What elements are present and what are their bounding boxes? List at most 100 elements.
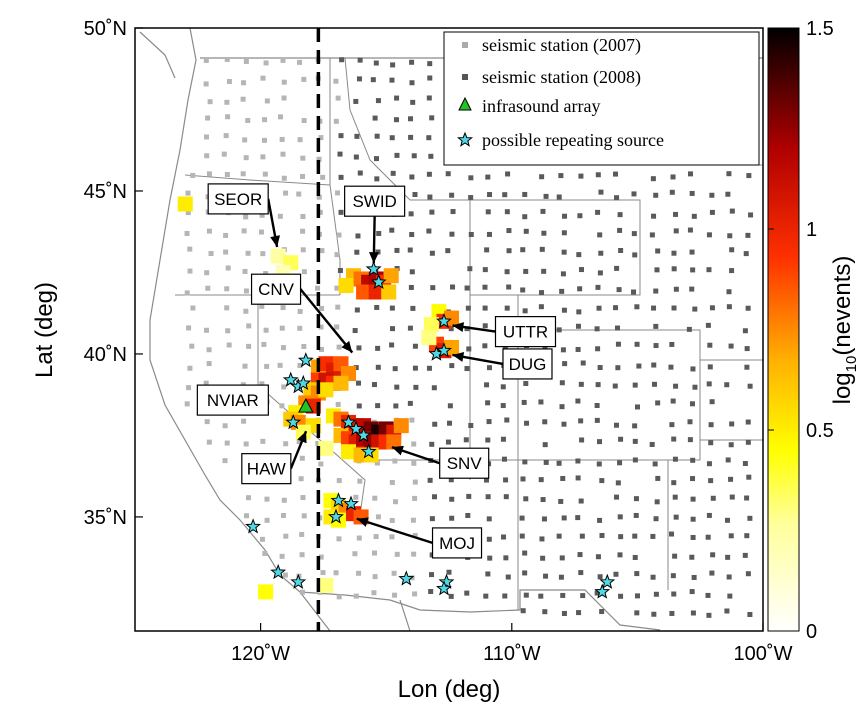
baja-coast: [299, 591, 331, 632]
station-2008: [373, 60, 379, 66]
station-2008: [561, 421, 567, 427]
station-2007: [336, 344, 342, 350]
station-2007: [389, 517, 395, 523]
station-2008: [744, 364, 750, 370]
station-2008: [412, 192, 418, 198]
station-2007: [279, 136, 285, 142]
station-2008: [615, 480, 621, 486]
station-2008: [575, 458, 581, 464]
station-2008: [653, 516, 659, 522]
station-2007: [411, 460, 417, 466]
station-2008: [372, 115, 378, 121]
wy-border: [470, 199, 641, 296]
station-2007: [224, 305, 230, 311]
station-2008: [390, 326, 396, 332]
station-2008: [542, 419, 548, 425]
station-2007: [393, 499, 399, 505]
station-2008: [523, 228, 529, 234]
station-2007: [412, 495, 418, 501]
station-2007: [279, 325, 285, 331]
station-2008: [468, 231, 474, 237]
station-2007: [280, 151, 286, 157]
station-2008: [523, 592, 529, 598]
station-2008: [706, 612, 712, 618]
activity-cell: [177, 196, 193, 212]
station-2007: [315, 285, 321, 291]
station-2008: [483, 593, 489, 599]
station-2008: [745, 419, 751, 425]
x-axis-label: Lon (deg): [398, 676, 501, 703]
station-2008: [522, 459, 528, 465]
station-2008: [689, 190, 695, 196]
activity-cell: [393, 418, 409, 434]
station-2008: [598, 250, 604, 256]
station-2008: [487, 555, 493, 561]
station-2008: [504, 305, 510, 311]
station-2008: [671, 250, 677, 256]
station-2008: [429, 572, 435, 578]
station-2008: [709, 192, 715, 198]
repeating-source-star: [348, 420, 365, 436]
station-2008: [504, 269, 510, 275]
station-2007: [333, 78, 339, 84]
station-2007: [357, 478, 363, 484]
station-2008: [669, 422, 675, 428]
station-2008: [618, 436, 624, 442]
station-2008: [429, 115, 435, 121]
station-2007: [297, 362, 303, 368]
station-2007: [334, 285, 340, 291]
station-2007: [222, 458, 228, 464]
station-2008: [482, 343, 488, 349]
station-2008: [707, 342, 713, 348]
station-2007: [243, 155, 249, 161]
station-2008: [706, 381, 712, 387]
station-2007: [281, 175, 287, 181]
station-2008: [390, 62, 396, 68]
station-2008: [580, 593, 586, 599]
station-2007: [225, 328, 231, 334]
station-2008: [708, 478, 714, 484]
station-2008: [690, 516, 696, 522]
station-2008: [634, 593, 640, 599]
station-2008: [651, 381, 657, 387]
station-2008: [653, 591, 659, 597]
station-2007: [277, 362, 283, 368]
station-2007: [335, 95, 341, 101]
station-2008: [482, 305, 488, 311]
map-frame: [134, 27, 764, 632]
station-2007: [301, 513, 307, 519]
station-2008: [654, 499, 660, 505]
station-2008: [541, 268, 547, 274]
station-2008: [668, 531, 674, 537]
station-2008: [445, 248, 451, 254]
station-2007: [208, 251, 214, 257]
station-2007: [203, 134, 209, 140]
station-2008: [338, 174, 344, 180]
station-2007: [206, 228, 212, 234]
repeating-source-star: [435, 313, 452, 329]
station-2008: [650, 574, 656, 580]
station-2008: [408, 211, 414, 217]
station-2007: [280, 305, 286, 311]
station-2008: [505, 574, 511, 580]
colorbar: [767, 27, 800, 632]
station-2008: [690, 610, 696, 616]
station-2007: [299, 531, 305, 537]
station-2007: [223, 232, 229, 238]
station-2008: [445, 439, 451, 445]
station-2007: [262, 550, 268, 556]
station-2007: [353, 494, 359, 500]
station-2007: [186, 385, 192, 391]
station-2008: [653, 192, 659, 198]
station-2008: [729, 494, 735, 500]
y-tick-label: 40˚N: [84, 344, 127, 366]
station-2008: [376, 230, 382, 236]
station-2008: [708, 422, 714, 428]
pacific-coastline: [149, 27, 301, 593]
station-2007: [243, 214, 249, 220]
station-2008: [522, 308, 528, 314]
station-2008: [726, 574, 732, 580]
station-2008: [653, 288, 659, 294]
legend-star-icon: [456, 131, 474, 147]
activity-cell: [295, 424, 311, 440]
